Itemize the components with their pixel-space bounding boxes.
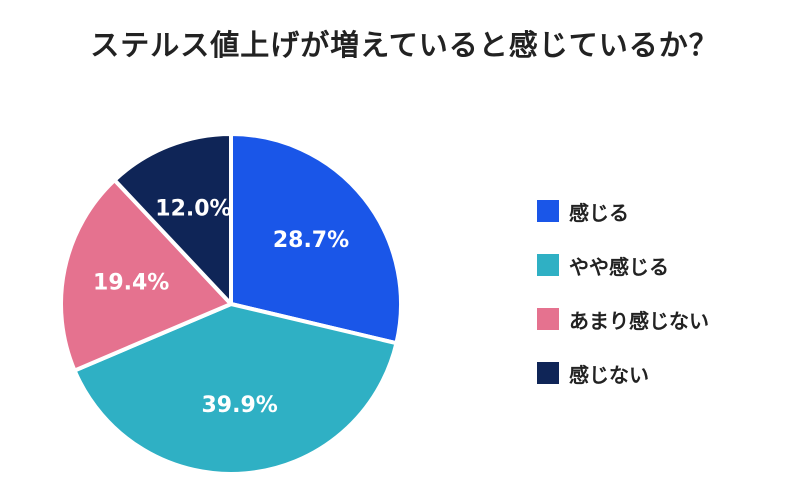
legend-swatch-kanjiru	[537, 200, 559, 222]
legend-item-yaya-kanjiru: やや感じる	[537, 252, 709, 279]
pie-label-yaya-kanjiru: 39.9%	[201, 393, 277, 418]
pie-label-kanjiru: 28.7%	[273, 228, 349, 253]
legend-label-kanjiru: 感じる	[569, 200, 629, 225]
legend-label-yaya-kanjiru: やや感じる	[569, 254, 669, 279]
pie-slice-kanjiru	[229, 132, 403, 346]
pie-label-kanjinai: 12.0%	[155, 197, 231, 222]
legend-item-amari-kanjinai: あまり感じない	[537, 306, 709, 333]
legend-swatch-yaya-kanjiru	[537, 254, 559, 276]
pie-label-amari-kanjinai: 19.4%	[93, 271, 169, 296]
pie-slice-yaya-kanjiru	[72, 302, 399, 476]
legend-swatch-kanjinai	[537, 362, 559, 384]
legend: 感じる やや感じる あまり感じない 感じない	[537, 198, 709, 414]
legend-item-kanjinai: 感じない	[537, 360, 709, 387]
chart-title: ステルス値上げが増えていると感じているか？	[90, 28, 719, 62]
pie-slice-kanjinai	[112, 132, 233, 306]
legend-label-amari-kanjinai: あまり感じない	[569, 308, 709, 333]
legend-item-kanjiru: 感じる	[537, 198, 709, 225]
legend-swatch-amari-kanjinai	[537, 308, 559, 330]
pie-slice-amari-kanjinai	[59, 178, 233, 373]
legend-label-kanjinai: 感じない	[569, 362, 649, 387]
